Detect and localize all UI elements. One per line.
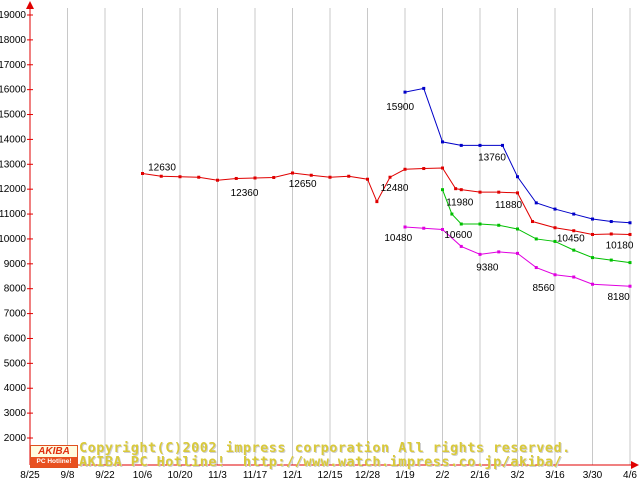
svg-text:10600: 10600	[444, 230, 472, 241]
svg-text:3/2: 3/2	[511, 470, 525, 480]
svg-text:11/3: 11/3	[208, 470, 227, 480]
svg-text:9/8: 9/8	[61, 470, 75, 480]
svg-text:16000: 16000	[0, 85, 26, 96]
svg-text:10480: 10480	[384, 233, 412, 244]
svg-text:3/16: 3/16	[545, 470, 565, 480]
svg-text:14000: 14000	[0, 134, 26, 145]
svg-text:13000: 13000	[0, 159, 26, 170]
svg-text:4000: 4000	[4, 383, 27, 394]
svg-text:12360: 12360	[231, 188, 259, 199]
akiba-logo-text: AKIBA	[38, 445, 70, 457]
svg-text:7000: 7000	[4, 309, 27, 320]
svg-text:12000: 12000	[0, 184, 26, 195]
svg-text:15900: 15900	[386, 102, 414, 113]
svg-text:10450: 10450	[557, 234, 585, 245]
svg-text:9/22: 9/22	[95, 470, 115, 480]
svg-text:12/15: 12/15	[317, 470, 342, 480]
svg-text:8000: 8000	[4, 284, 27, 295]
svg-text:9000: 9000	[4, 259, 27, 270]
akiba-logo-subtext: PC Hotline!	[31, 457, 77, 467]
svg-text:12650: 12650	[289, 179, 317, 190]
svg-text:12/1: 12/1	[283, 470, 303, 480]
svg-text:11980: 11980	[446, 198, 474, 209]
svg-text:1/19: 1/19	[395, 470, 415, 480]
svg-text:10000: 10000	[0, 234, 26, 245]
svg-text:3000: 3000	[4, 408, 27, 419]
svg-text:18000: 18000	[0, 35, 26, 46]
svg-text:6000: 6000	[4, 333, 27, 344]
svg-text:8/25: 8/25	[20, 470, 40, 480]
svg-text:17000: 17000	[0, 60, 26, 71]
svg-text:12630: 12630	[148, 163, 176, 174]
svg-text:12/28: 12/28	[355, 470, 380, 480]
copyright-line: Copyright(C)2002 impress corporation All…	[79, 440, 571, 456]
svg-text:4/6: 4/6	[623, 470, 637, 480]
svg-text:12480: 12480	[381, 183, 409, 194]
akiba-logo: AKIBA PC Hotline!	[30, 445, 78, 468]
svg-text:11/17: 11/17	[243, 470, 268, 480]
svg-text:8560: 8560	[533, 283, 556, 294]
svg-text:10/6: 10/6	[133, 470, 153, 480]
svg-text:19000: 19000	[0, 10, 26, 21]
svg-text:8180: 8180	[608, 292, 631, 303]
svg-text:2/2: 2/2	[436, 470, 450, 480]
svg-text:13760: 13760	[478, 152, 506, 163]
svg-text:15000: 15000	[0, 110, 26, 121]
svg-text:10180: 10180	[606, 240, 634, 251]
site-url-line: AKIBA PC Hotline! http://www.watch.impre…	[79, 454, 563, 470]
svg-text:11000: 11000	[0, 209, 26, 220]
svg-text:2/16: 2/16	[470, 470, 490, 480]
svg-text:3/30: 3/30	[583, 470, 603, 480]
svg-text:5000: 5000	[4, 358, 27, 369]
svg-text:2000: 2000	[4, 433, 27, 444]
svg-text:9380: 9380	[476, 262, 499, 273]
svg-text:10/20: 10/20	[167, 470, 192, 480]
svg-text:11880: 11880	[495, 200, 523, 211]
